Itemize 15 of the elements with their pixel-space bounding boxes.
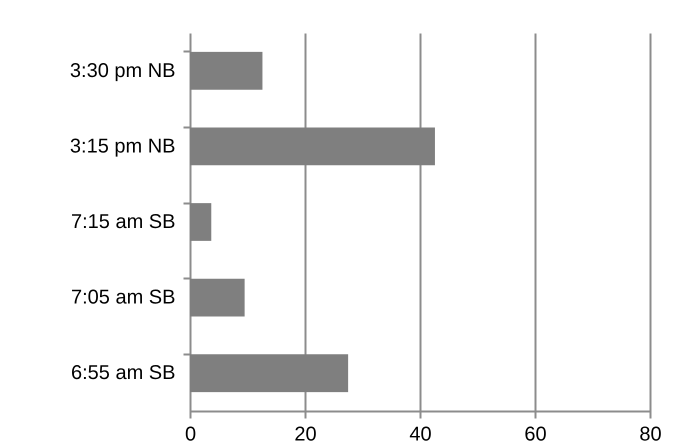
bar [190,203,212,241]
x-tick-label: 20 [294,424,317,445]
x-tick-label: 40 [409,424,432,445]
y-tick-label: 7:05 am SB [70,286,176,309]
y-tick-label: 3:15 pm NB [70,135,176,158]
bar [190,52,262,90]
x-tick-label: 60 [524,424,547,445]
x-tick-label: 0 [184,424,196,445]
bar [190,354,348,392]
x-tick-label: 80 [639,424,662,445]
bar [190,128,435,166]
bar [190,278,245,316]
y-tick-label: 7:15 am SB [70,211,176,233]
y-tick-label: 3:30 pm NB [70,60,176,82]
y-tick-label: 6:55 am SB [70,362,176,384]
